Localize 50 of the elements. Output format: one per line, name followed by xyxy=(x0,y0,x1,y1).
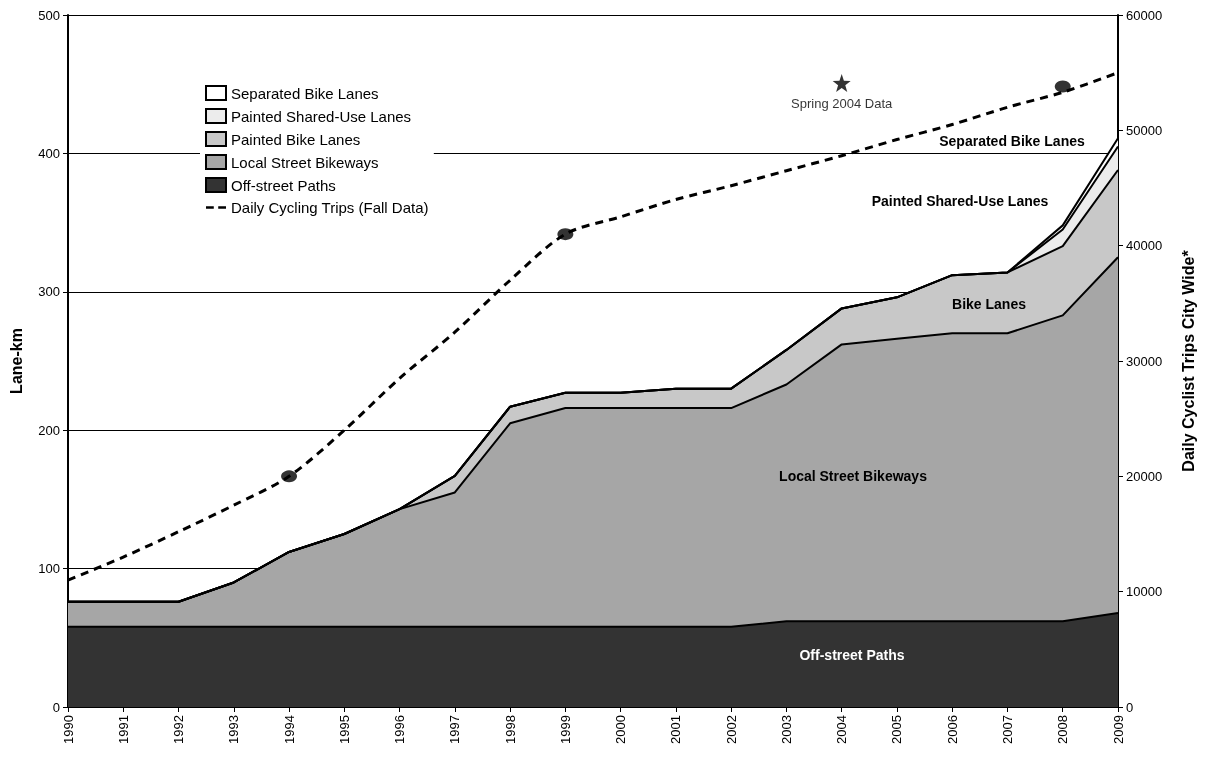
annotation: Painted Shared-Use Lanes xyxy=(871,193,1049,209)
y2-tick-label: 50000 xyxy=(1126,122,1163,138)
x-tick-label: 1991 xyxy=(115,715,131,744)
y2-tick-label: 60000 xyxy=(1126,7,1163,23)
point xyxy=(281,470,298,483)
y2-axis-title: Daily Cyclist Trips City Wide* xyxy=(1179,249,1197,472)
point xyxy=(557,228,574,241)
x-tick-label: 2007 xyxy=(999,715,1015,744)
x-tick-label: 1998 xyxy=(502,715,518,744)
x-tick-label: 1995 xyxy=(336,715,352,744)
x-tick-label: 2003 xyxy=(778,715,794,744)
y-tick-label: 300 xyxy=(38,284,60,300)
y2-tick-label: 0 xyxy=(1126,699,1134,715)
y-tick-label: 400 xyxy=(38,145,60,161)
x-tick-label: 2002 xyxy=(723,715,739,744)
legend-label: Local Street Bikeways xyxy=(231,153,379,171)
annotation: Bike Lanes xyxy=(952,296,1027,312)
legend-label: Daily Cycling Trips (Fall Data) xyxy=(231,199,429,216)
y-tick-label: 0 xyxy=(52,699,60,715)
y2-tick-label: 30000 xyxy=(1126,353,1163,369)
y2-tick-label: 40000 xyxy=(1126,238,1163,254)
x-tick-label: 1992 xyxy=(171,715,187,744)
legend-label: Painted Bike Lanes xyxy=(231,130,361,148)
x-tick-label: 1996 xyxy=(392,715,408,744)
y-tick-label: 100 xyxy=(38,561,60,577)
x-tick-label: 1999 xyxy=(557,715,573,744)
x-tick-label: 2005 xyxy=(889,715,905,744)
x-tick-label: 1993 xyxy=(226,715,242,744)
y-tick-label: 500 xyxy=(38,7,60,23)
point xyxy=(832,74,851,93)
x-tick-label: 2004 xyxy=(834,715,850,744)
legend-label: Painted Shared-Use Lanes xyxy=(231,107,412,125)
y-axis-title: Lane-km xyxy=(7,328,25,394)
annotation: Separated Bike Lanes xyxy=(939,133,1085,149)
x-tick-label: 2009 xyxy=(1110,715,1126,744)
x-tick-label: 2000 xyxy=(613,715,629,744)
x-tick-label: 2008 xyxy=(1055,715,1071,744)
x-tick-label: 1990 xyxy=(60,715,76,744)
y2-tick-label: 20000 xyxy=(1126,468,1163,484)
annotation: Local Street Bikeways xyxy=(779,468,928,484)
legend-label: Separated Bike Lanes xyxy=(231,84,379,102)
point xyxy=(1054,80,1071,93)
legend-label: Off-street Paths xyxy=(231,176,336,194)
x-tick-label: 2006 xyxy=(944,715,960,744)
x-tick-label: 1997 xyxy=(447,715,463,744)
series-label: Spring 2004 Data xyxy=(791,96,894,112)
y2-tick-label: 10000 xyxy=(1126,584,1163,600)
x-tick-label: 1994 xyxy=(281,715,297,744)
x-tick-label: 2001 xyxy=(668,715,684,744)
y-tick-label: 200 xyxy=(38,422,60,438)
